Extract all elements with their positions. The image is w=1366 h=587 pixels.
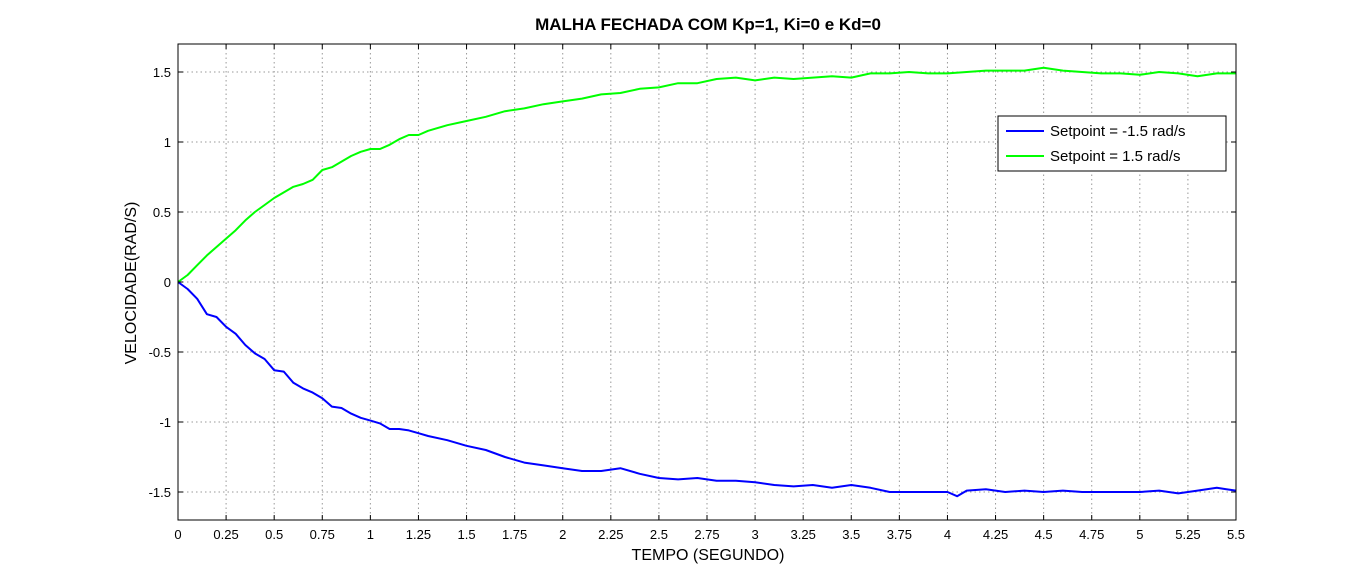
- vertical-gridlines: [225, 44, 1189, 520]
- legend-label-series-2: Setpoint = 1.5 rad/s: [1050, 148, 1181, 165]
- x-tick-label: 5.25: [1175, 527, 1200, 542]
- x-tick-label: 0: [174, 527, 181, 542]
- y-axis-ticks: -1.5 -1 -0.5 0 0.5 1 1.5: [149, 65, 1236, 500]
- x-tick-label: 0.75: [310, 527, 335, 542]
- horizontal-gridlines: [178, 71, 1236, 493]
- legend-box: [997, 115, 1227, 172]
- y-tick-label: 1.5: [153, 65, 171, 80]
- y-axis-label: VELOCIDADE(RAD/S): [123, 202, 140, 365]
- x-tick-label: 2: [559, 527, 566, 542]
- x-tick-label: 1: [367, 527, 374, 542]
- x-axis-label: TEMPO (SEGUNDO): [632, 547, 785, 564]
- y-tick-label: 0.5: [153, 205, 171, 220]
- series-lines: [177, 66, 1237, 498]
- x-tick-label: 3: [751, 527, 758, 542]
- series-line-2: [177, 66, 1236, 283]
- x-tick-label: 0.5: [265, 527, 283, 542]
- x-tick-label: 5: [1136, 527, 1143, 542]
- x-tick-label: 3.5: [842, 527, 860, 542]
- y-tick-label: 1: [164, 135, 171, 150]
- x-tick-label: 4.75: [1079, 527, 1104, 542]
- x-tick-label: 1.25: [406, 527, 431, 542]
- x-tick-label: 4: [944, 527, 951, 542]
- y-tick-label: -1.5: [149, 485, 171, 500]
- x-tick-label: 5.5: [1227, 527, 1245, 542]
- y-tick-label: 0: [164, 275, 171, 290]
- y-tick-label: -0.5: [149, 345, 171, 360]
- x-tick-label: 1.75: [502, 527, 527, 542]
- x-tick-label: 3.75: [887, 527, 912, 542]
- legend-label-series-1: Setpoint = -1.5 rad/s: [1050, 123, 1186, 140]
- legend: Setpoint = -1.5 rad/s Setpoint = 1.5 rad…: [997, 115, 1227, 172]
- x-tick-label: 3.25: [791, 527, 816, 542]
- x-tick-label: 2.75: [694, 527, 719, 542]
- x-tick-label: 0.25: [213, 527, 238, 542]
- x-tick-label: 2.25: [598, 527, 623, 542]
- x-axis-ticks: 0 0.25 0.5 0.75 1 1.25 1.5 1.75 2 2.25 2.5 2.75 3 3.2…: [174, 44, 1245, 542]
- chart-title: MALHA FECHADA COM Kp=1, Ki=0 e Kd=0: [535, 15, 881, 34]
- x-tick-label: 2.5: [650, 527, 668, 542]
- x-tick-label: 1.5: [458, 527, 476, 542]
- x-tick-label: 4.25: [983, 527, 1008, 542]
- y-tick-label: -1: [159, 415, 171, 430]
- series-line-1: [177, 281, 1237, 498]
- x-tick-label: 4.5: [1035, 527, 1053, 542]
